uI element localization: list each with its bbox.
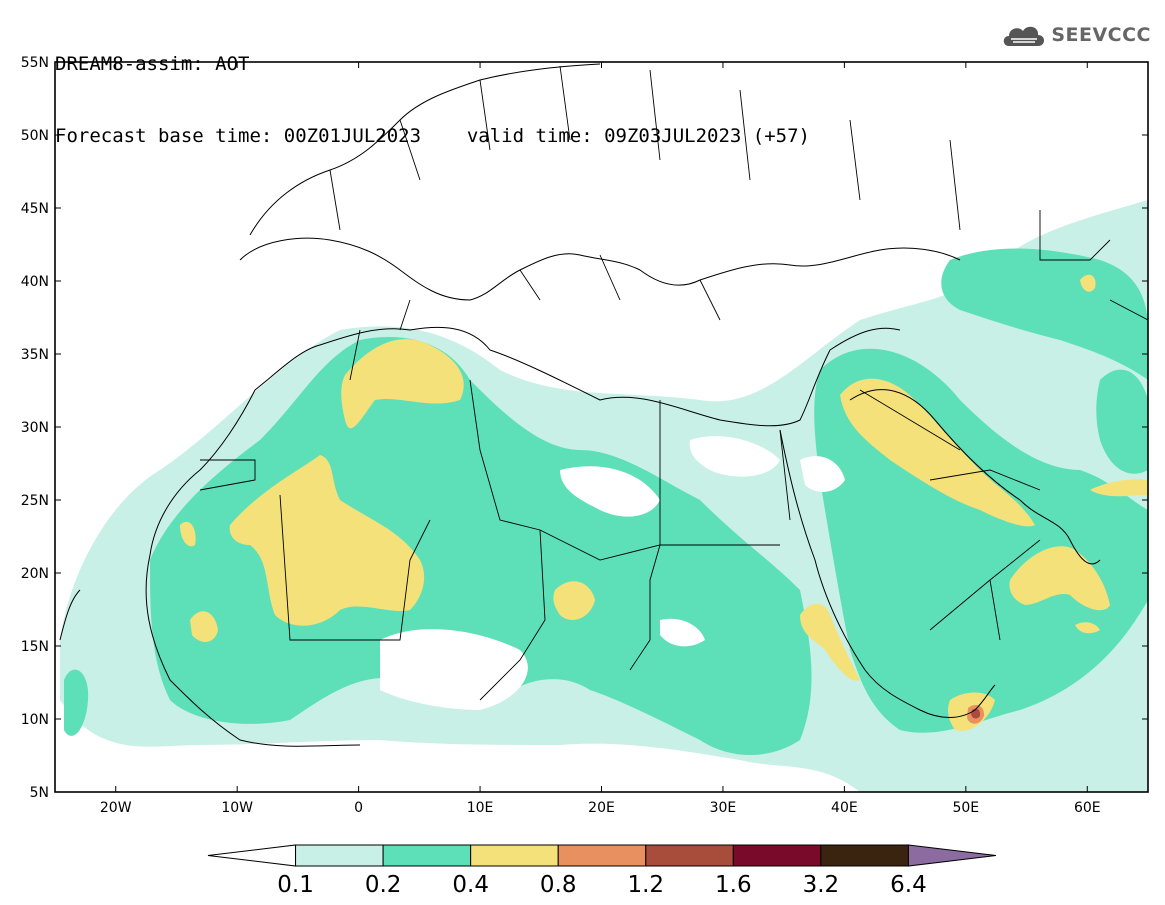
logo-text: SEEVCCC [1051,24,1151,46]
colorbar: 0.1 0.2 0.4 0.8 1.2 1.6 3.2 6.4 [207,844,997,898]
colorbar-segment [557,844,647,867]
lat-label: 25N [21,493,49,509]
lat-label: 40N [21,274,49,290]
base-time: Forecast base time: 00Z01JUL2023 [55,125,422,147]
lon-label: 40E [831,800,858,816]
colorbar-low-arrow [207,844,297,867]
lon-label: 10E [467,800,494,816]
lon-label: 60E [1074,800,1101,816]
lat-label: 35N [21,347,49,363]
aot-clear-areas [380,436,845,710]
cloud-icon [1004,26,1045,46]
lon-label: 50E [952,800,979,816]
lat-label: 20N [21,566,49,582]
colorbar-label: 0.1 [277,872,314,898]
lon-label: 20W [100,800,132,816]
lat-label: 30N [21,420,49,436]
lat-label: 10N [21,712,49,728]
colorbar-label: 6.4 [890,872,927,898]
valid-time: valid time: 09Z03JUL2023 (+57) [466,125,810,147]
country-borders [199,65,1148,701]
colorbar-segment [732,844,822,867]
colorbar-label: 1.6 [715,872,752,898]
colorbar-label: 0.4 [452,872,489,898]
lat-label: 50N [21,128,49,144]
colorbar-label: 1.2 [627,872,664,898]
aot-level-high [967,704,985,724]
model-title: DREAM8-assim: AOT [55,53,250,75]
colorbar-label: 0.8 [540,872,577,898]
coastlines [59,63,1101,747]
colorbar-segment [382,844,472,867]
lat-label: 15N [21,639,49,655]
lat-label: 45N [21,201,49,217]
lon-label: 0 [354,800,363,816]
lat-label: 5N [30,785,49,801]
lat-label: 55N [21,55,49,71]
colorbar-high-arrow [907,844,997,867]
time-line: Forecast base time: 00Z01JUL2023 valid t… [55,124,810,148]
lon-label: 30E [710,800,737,816]
seevccc-logo: SEEVCCC [1001,22,1151,48]
colorbar-segment [295,844,384,867]
longitude-axis: 20W 10W 0 10E 20E 30E 40E 50E 60E [100,62,1101,816]
colorbar-label: 3.2 [803,872,840,898]
colorbar-segment [820,844,909,867]
lon-label: 20E [588,800,615,816]
map-header: DREAM8-assim: AOT Forecast base time: 00… [55,4,810,172]
colorbar-segment [470,844,559,867]
colorbar-segment [645,844,734,867]
lon-label: 10W [221,800,253,816]
colorbar-label: 0.2 [365,872,402,898]
latitude-axis: 55N 50N 45N 40N 35N 30N 25N 20N 15N 10N 5N [21,55,1148,801]
aot-field [60,200,1148,792]
